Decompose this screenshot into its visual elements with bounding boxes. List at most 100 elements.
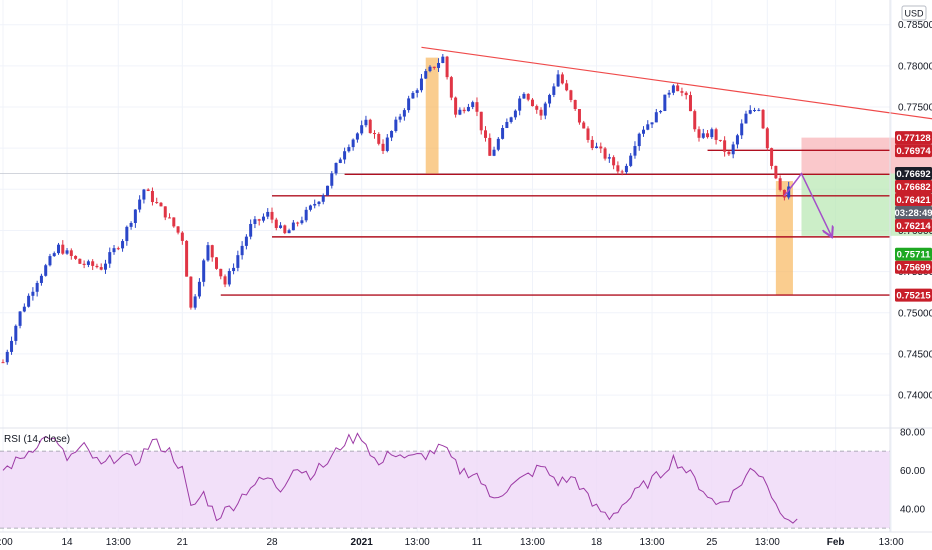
candle[interactable]: [313, 199, 317, 209]
candle[interactable]: [714, 127, 718, 145]
candle[interactable]: [355, 132, 359, 143]
candle[interactable]: [291, 220, 295, 231]
candle[interactable]: [385, 134, 389, 153]
candle[interactable]: [710, 127, 714, 140]
candle[interactable]: [582, 120, 586, 129]
candle[interactable]: [112, 245, 116, 255]
candle[interactable]: [458, 107, 462, 116]
candle[interactable]: [31, 287, 35, 301]
candle[interactable]: [390, 130, 394, 142]
candle[interactable]: [778, 175, 782, 192]
candle[interactable]: [61, 240, 65, 255]
candle[interactable]: [317, 200, 321, 207]
candle[interactable]: [39, 273, 43, 286]
candle[interactable]: [372, 130, 376, 139]
candle[interactable]: [18, 311, 22, 329]
candle[interactable]: [706, 129, 710, 139]
candle[interactable]: [718, 139, 722, 142]
candle[interactable]: [99, 263, 103, 271]
candle[interactable]: [680, 87, 684, 97]
candle[interactable]: [432, 66, 436, 70]
candle[interactable]: [14, 324, 18, 345]
candle[interactable]: [351, 138, 355, 151]
candle[interactable]: [603, 146, 607, 161]
candle[interactable]: [240, 241, 244, 260]
candle[interactable]: [590, 136, 594, 151]
candle[interactable]: [377, 132, 381, 146]
candle[interactable]: [236, 250, 240, 272]
candle[interactable]: [676, 82, 680, 92]
candle[interactable]: [261, 213, 265, 223]
candle[interactable]: [560, 72, 564, 85]
candle[interactable]: [287, 228, 291, 234]
candle[interactable]: [595, 142, 599, 149]
candle[interactable]: [727, 150, 731, 156]
candle[interactable]: [108, 247, 112, 268]
candle[interactable]: [368, 118, 372, 134]
candle[interactable]: [5, 349, 9, 365]
candle[interactable]: [509, 116, 513, 124]
candle[interactable]: [688, 91, 692, 112]
candle[interactable]: [424, 68, 428, 79]
candle[interactable]: [428, 65, 432, 73]
candle[interactable]: [654, 108, 658, 123]
candle[interactable]: [599, 142, 603, 154]
candle[interactable]: [437, 58, 441, 72]
candle[interactable]: [637, 132, 641, 151]
candle[interactable]: [612, 155, 616, 170]
candle[interactable]: [462, 107, 466, 114]
candle[interactable]: [78, 258, 82, 265]
candle[interactable]: [347, 144, 351, 153]
candle[interactable]: [518, 95, 522, 116]
candle[interactable]: [731, 141, 735, 159]
candle[interactable]: [185, 240, 189, 277]
candle[interactable]: [402, 108, 406, 121]
candle[interactable]: [663, 94, 667, 112]
candle[interactable]: [330, 171, 334, 189]
candle[interactable]: [701, 128, 705, 139]
candle[interactable]: [650, 122, 654, 129]
candle[interactable]: [219, 268, 223, 280]
candle[interactable]: [95, 263, 99, 269]
candle[interactable]: [232, 263, 236, 275]
candle[interactable]: [761, 109, 765, 130]
candle[interactable]: [466, 103, 470, 112]
candle[interactable]: [168, 213, 172, 219]
candle[interactable]: [774, 165, 778, 180]
candle[interactable]: [475, 97, 479, 117]
candle[interactable]: [407, 95, 411, 113]
candle[interactable]: [343, 147, 347, 164]
candle[interactable]: [569, 89, 573, 103]
candle[interactable]: [304, 206, 308, 223]
candle[interactable]: [227, 268, 231, 287]
candle[interactable]: [210, 244, 214, 262]
candle[interactable]: [155, 197, 159, 204]
candle[interactable]: [125, 225, 129, 246]
candle[interactable]: [86, 259, 90, 268]
candle[interactable]: [52, 251, 56, 257]
candle[interactable]: [479, 111, 483, 135]
candle[interactable]: [765, 126, 769, 151]
candle[interactable]: [133, 209, 137, 228]
candle[interactable]: [753, 107, 757, 112]
candle[interactable]: [10, 336, 14, 355]
candle[interactable]: [91, 259, 95, 271]
candle[interactable]: [642, 126, 645, 137]
candle[interactable]: [735, 133, 739, 149]
candle[interactable]: [556, 70, 560, 87]
candle[interactable]: [667, 89, 671, 98]
candle[interactable]: [624, 163, 628, 174]
candle[interactable]: [693, 109, 697, 132]
candle[interactable]: [176, 226, 180, 235]
candle[interactable]: [257, 218, 261, 226]
candle[interactable]: [573, 99, 577, 111]
candle[interactable]: [22, 303, 26, 313]
candle[interactable]: [449, 75, 453, 101]
candle[interactable]: [441, 54, 445, 64]
candle[interactable]: [513, 109, 517, 120]
candle[interactable]: [270, 207, 274, 224]
candle[interactable]: [535, 104, 539, 114]
candle[interactable]: [381, 139, 385, 155]
candle[interactable]: [266, 208, 270, 220]
